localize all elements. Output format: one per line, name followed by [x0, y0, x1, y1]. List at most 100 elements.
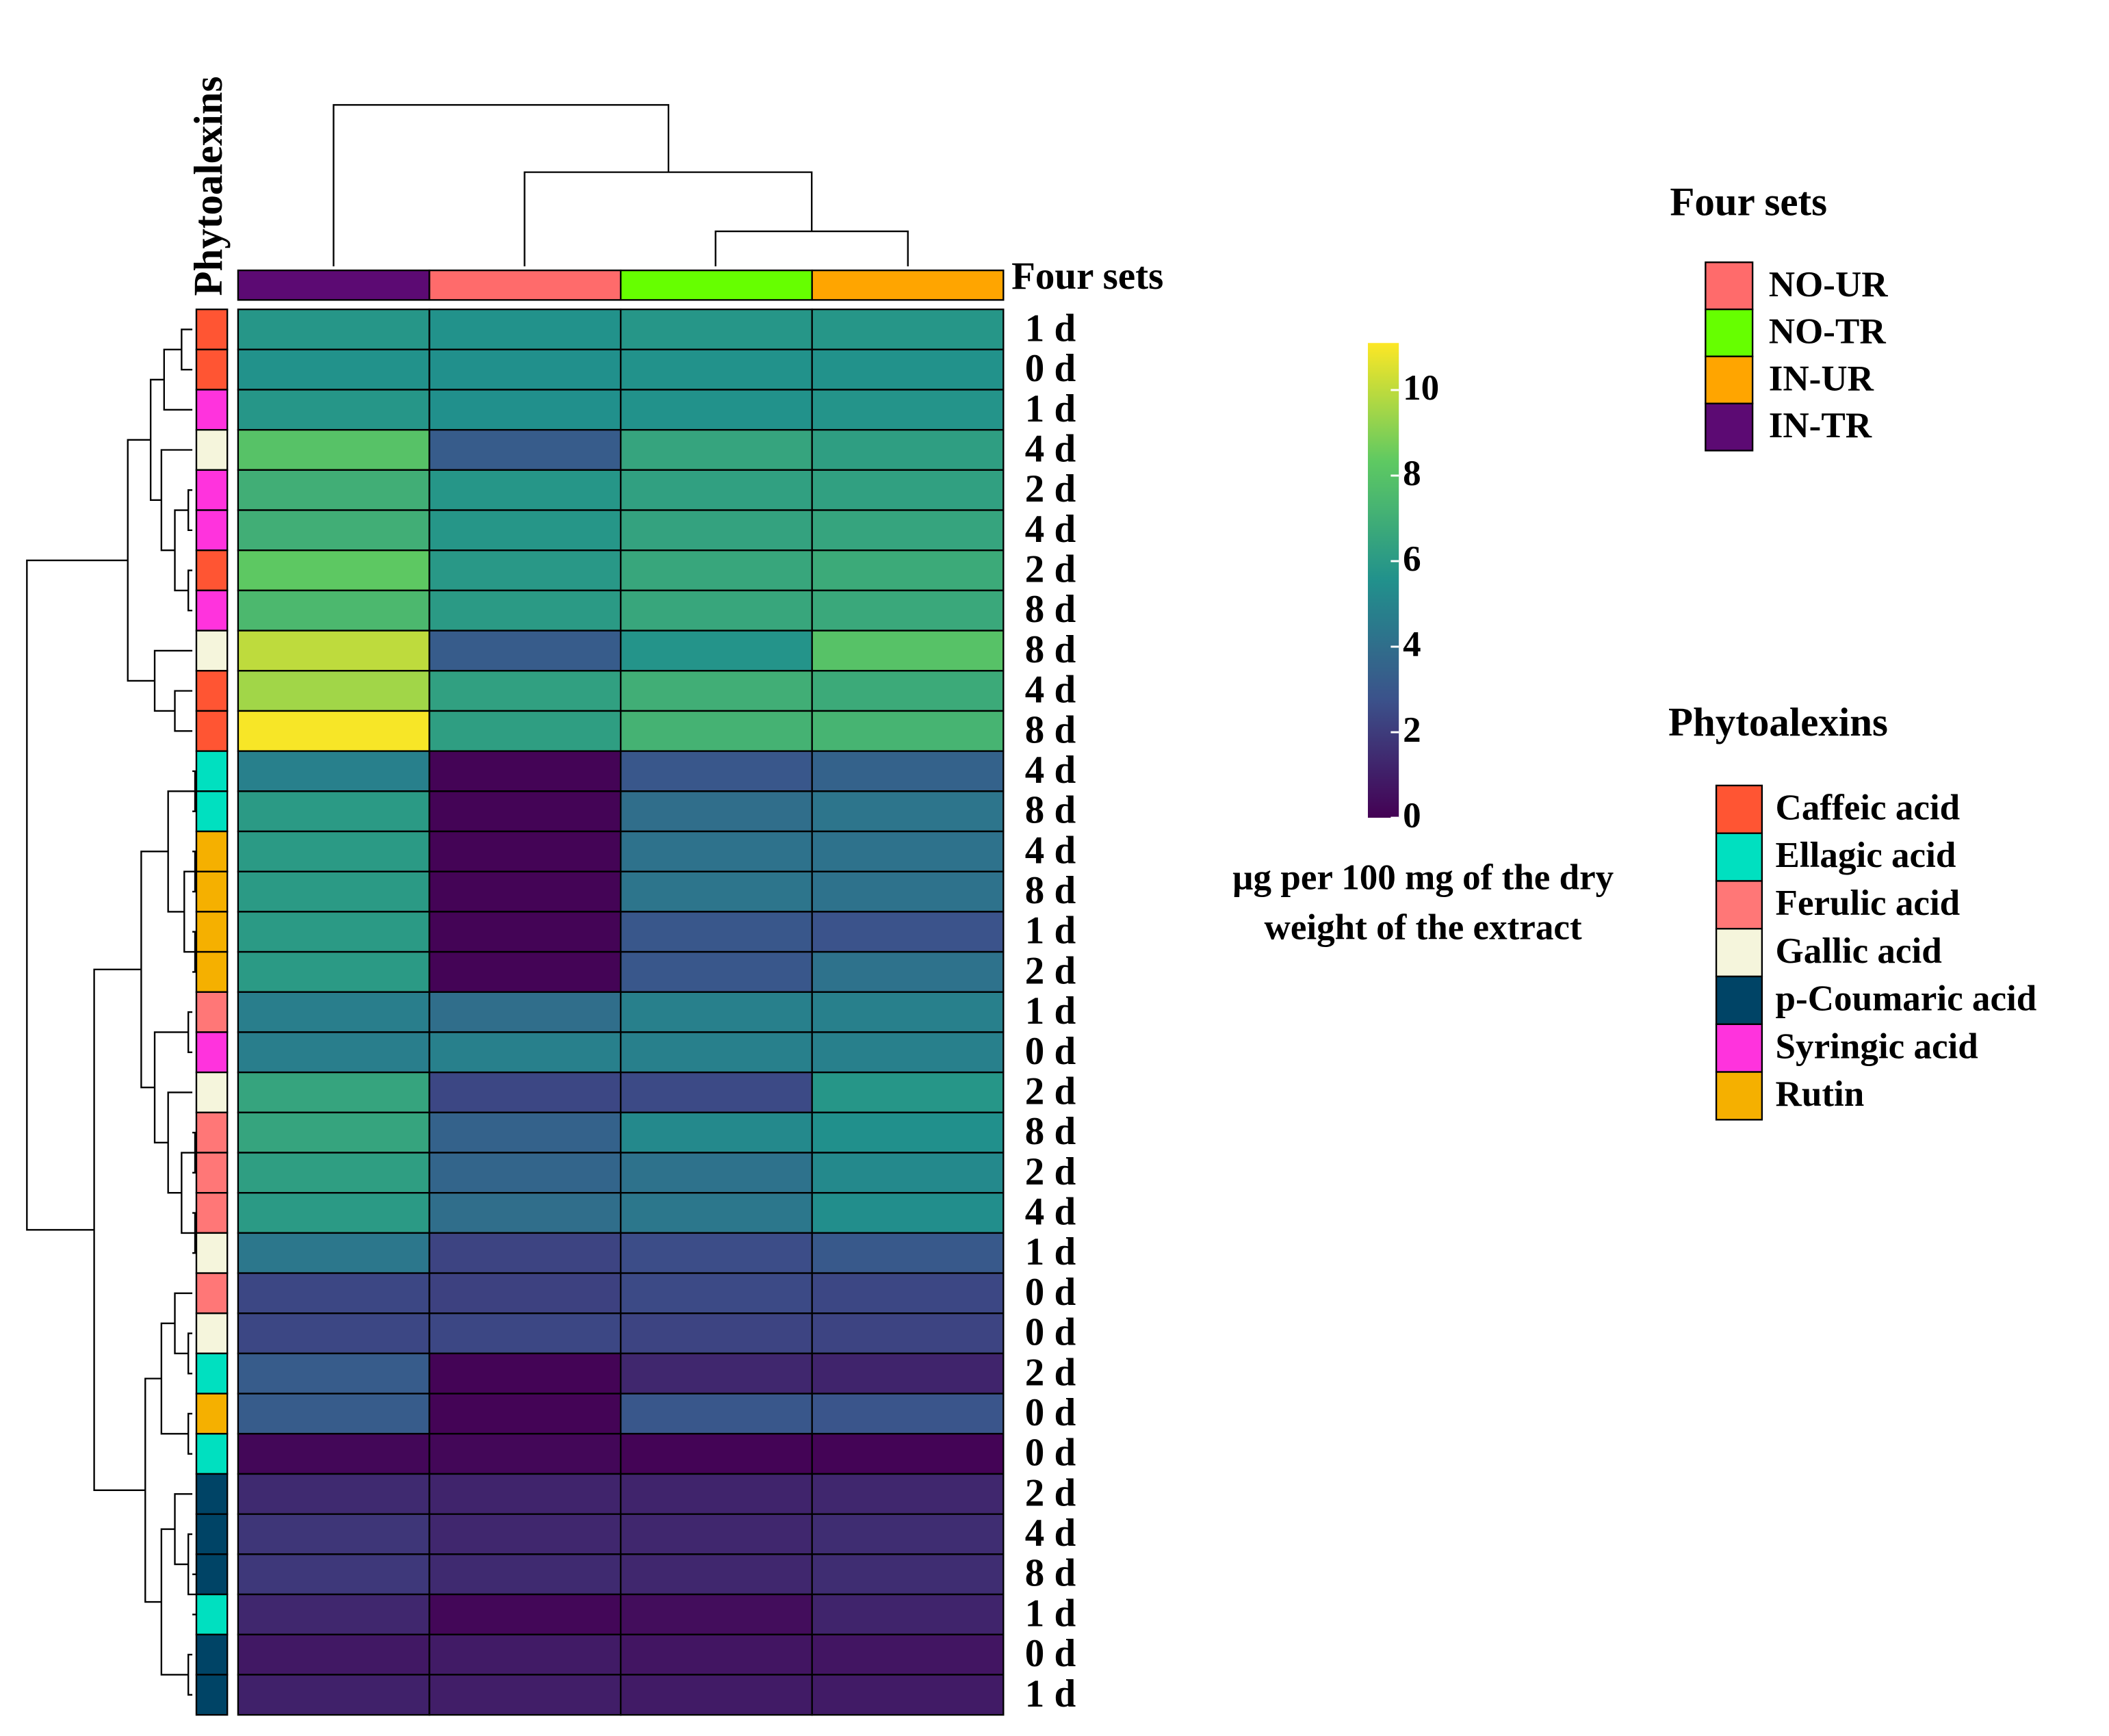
heatmap-cell: [811, 1553, 1005, 1596]
heatmap-cell: [428, 549, 622, 592]
row-annotation: [195, 1152, 229, 1194]
dendrogram-branch: [153, 649, 193, 712]
legend-swatch: [1705, 355, 1754, 404]
legend-label: Gallic acid: [1776, 931, 1942, 971]
legend-label: Ellagic acid: [1776, 835, 1956, 875]
heatmap-cell: [811, 1352, 1005, 1395]
heatmap-cell: [428, 1392, 622, 1435]
heatmap-cell: [428, 1633, 622, 1676]
legend-swatch: [1715, 832, 1763, 882]
dendrogram-branch: [187, 1011, 193, 1053]
dendrogram-branch: [714, 230, 909, 267]
dendrogram-branch: [187, 569, 193, 612]
colorbar-tick-label: 6: [1403, 539, 1421, 579]
heatmap-cell: [619, 589, 813, 632]
legend-swatch: [1705, 308, 1754, 358]
heatmap-cell: [237, 1392, 430, 1435]
heatmap-cell: [428, 428, 622, 471]
column-annotation: [428, 269, 622, 301]
row-label: 1 d: [1025, 909, 1076, 953]
heatmap-cell: [619, 1192, 813, 1234]
heatmap-cell: [237, 509, 430, 552]
heatmap-cell: [237, 549, 430, 592]
heatmap-cell: [428, 1232, 622, 1274]
column-legend-title: Four sets: [1670, 179, 1827, 224]
heatmap-cell: [428, 870, 622, 913]
row-annotation: [195, 1513, 229, 1555]
row-label: 2 d: [1025, 949, 1076, 992]
heatmap-cell: [428, 991, 622, 1033]
heatmap-cell: [428, 1674, 622, 1716]
dendrogram-branch: [93, 968, 146, 1492]
heatmap-cell: [428, 1152, 622, 1194]
heatmap-cell: [237, 1232, 430, 1274]
heatmap-cell: [811, 750, 1005, 792]
heatmap-cell: [811, 589, 1005, 632]
row-annotation: [195, 710, 229, 752]
heatmap-cell: [619, 1312, 813, 1355]
heatmap-cell: [237, 1071, 430, 1114]
row-label: 1 d: [1025, 307, 1076, 350]
heatmap-cell: [428, 1473, 622, 1515]
heatmap-cell: [428, 589, 622, 632]
heatmap-cell: [237, 1593, 430, 1635]
heatmap-cell: [811, 1392, 1005, 1435]
row-label: 2 d: [1025, 467, 1076, 510]
heatmap-cell: [428, 1433, 622, 1475]
heatmap-cell: [428, 348, 622, 391]
heatmap-cell: [811, 1192, 1005, 1234]
heatmap-cell: [619, 670, 813, 712]
heatmap-cell: [811, 630, 1005, 672]
heatmap-cell: [811, 348, 1005, 391]
heatmap-cell: [237, 1111, 430, 1154]
row-annotation: [195, 1392, 229, 1435]
row-annotation: [195, 1633, 229, 1676]
row-label: 1 d: [1025, 387, 1076, 430]
row-label: 0 d: [1025, 1391, 1076, 1434]
row-label: 4 d: [1025, 749, 1076, 792]
dendrogram-branch: [187, 1653, 193, 1696]
row-annotation: [195, 1352, 229, 1395]
heatmap-cell: [428, 1352, 622, 1395]
heatmap-cell: [619, 1593, 813, 1635]
heatmap-cell: [811, 950, 1005, 993]
row-legend-title: Phytoalexins: [1668, 699, 1888, 744]
heatmap-cell: [237, 589, 430, 632]
row-annotation: [195, 549, 229, 592]
heatmap-cell: [619, 1392, 813, 1435]
heatmap-cell: [619, 710, 813, 752]
heatmap-cell: [619, 1674, 813, 1716]
heatmap-cell: [428, 469, 622, 511]
heatmap-cell: [619, 1272, 813, 1314]
heatmap-cell: [811, 428, 1005, 471]
heatmap-cell: [811, 1071, 1005, 1114]
heatmap-cell: [428, 830, 622, 872]
row-annotation: [195, 950, 229, 993]
legend-swatch: [1715, 1023, 1763, 1073]
row-annotation: [195, 1031, 229, 1074]
heatmap-cell: [811, 710, 1005, 752]
heatmap-cell: [811, 670, 1005, 712]
dendrogram-branch: [187, 489, 193, 532]
row-label: 2 d: [1025, 1070, 1076, 1113]
heatmap-cell: [811, 549, 1005, 592]
row-annotation: [195, 1473, 229, 1515]
row-label: 0 d: [1025, 1632, 1076, 1675]
heatmap-cell: [811, 1111, 1005, 1154]
colorbar-title: weight of the extract: [1265, 907, 1582, 947]
heatmap-cell: [237, 1352, 430, 1395]
heatmap-cell: [619, 1152, 813, 1194]
row-label: 4 d: [1025, 1191, 1076, 1234]
row-annotation: [195, 911, 229, 953]
heatmap-cell: [811, 1031, 1005, 1074]
heatmap-cell: [428, 1111, 622, 1154]
colorbar-tick-label: 2: [1403, 710, 1421, 750]
row-annotation: [195, 1111, 229, 1154]
heatmap-cell: [428, 1071, 622, 1114]
row-annotation: [195, 870, 229, 913]
heatmap-cell: [619, 1433, 813, 1475]
heatmap-cell: [619, 991, 813, 1033]
heatmap-cell: [237, 870, 430, 913]
dendrogram-branch: [187, 1332, 193, 1375]
dendrogram-branch: [174, 1292, 193, 1355]
